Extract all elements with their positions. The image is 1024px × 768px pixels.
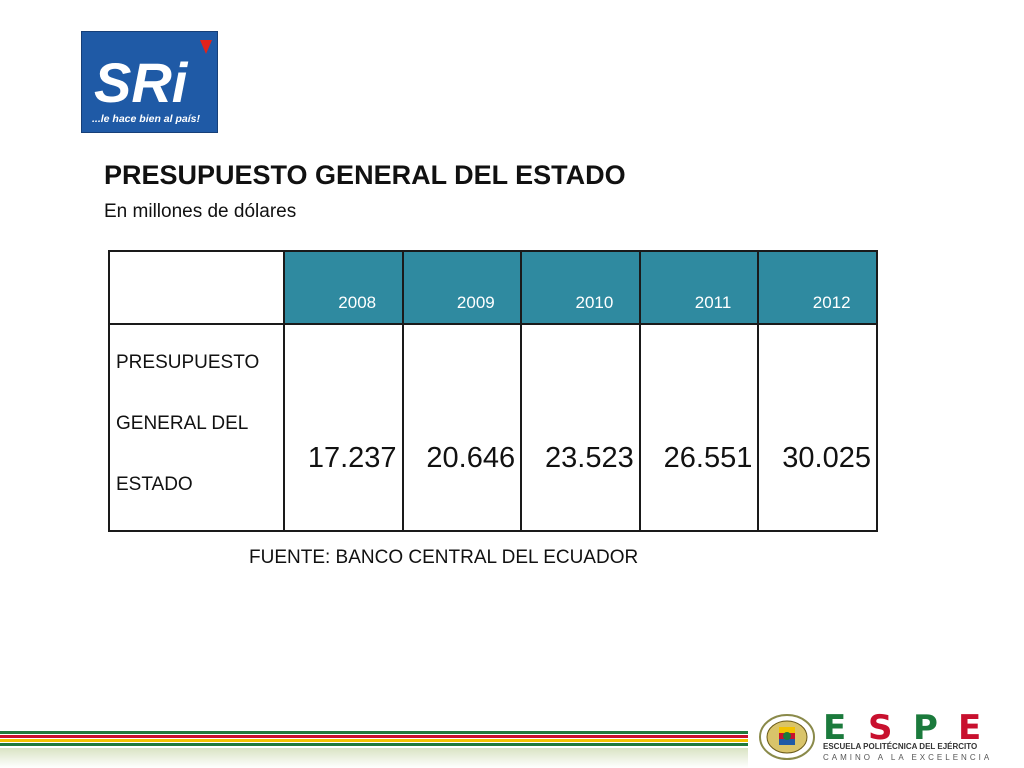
footer-fade [0,748,748,768]
budget-value: 23.523 [520,323,641,532]
footer-stripe [0,735,748,738]
table-header-row: 2008 2009 2010 2011 2012 [108,250,878,325]
sri-logo-graphic: SRi ...le hace bien al país! [92,40,212,125]
page-title: PRESUPUESTO GENERAL DEL ESTADO [104,160,626,190]
budget-value: 17.237 [282,323,404,532]
sri-logo-brand: SRi [94,51,189,114]
budget-value: 20.646 [401,323,523,532]
sri-logo-tagline: ...le hace bien al país! [92,113,200,125]
year-header: 2011 [638,250,760,325]
footer-stripe [0,731,748,734]
footer-stripe [0,739,748,742]
year-header: 2009 [401,250,523,325]
sri-logo: SRi ...le hace bien al país! [81,31,218,133]
page-subtitle: En millones de dólares [104,201,297,222]
budget-table: 2008 2009 2010 2011 2012 PRESUPUESTO GEN… [108,250,878,532]
row-label: PRESUPUESTO GENERAL DEL ESTADO [108,323,285,532]
year-header: 2012 [757,250,878,325]
year-header: 2008 [282,250,404,325]
source-note: FUENTE: BANCO CENTRAL DEL ECUADOR [249,547,639,568]
budget-value: 30.025 [757,323,878,532]
budget-value: 26.551 [638,323,760,532]
espe-name: ESCUELA POLITÉCNICA DEL EJÉRCITO [823,742,978,751]
table-header-blank [108,250,285,325]
espe-seal-icon [757,712,817,762]
table-row: PRESUPUESTO GENERAL DEL ESTADO 17.237 20… [108,323,878,532]
footer-stripe [0,743,748,746]
espe-motto: CAMINO A LA EXCELENCIA [823,753,993,762]
year-header: 2010 [520,250,641,325]
